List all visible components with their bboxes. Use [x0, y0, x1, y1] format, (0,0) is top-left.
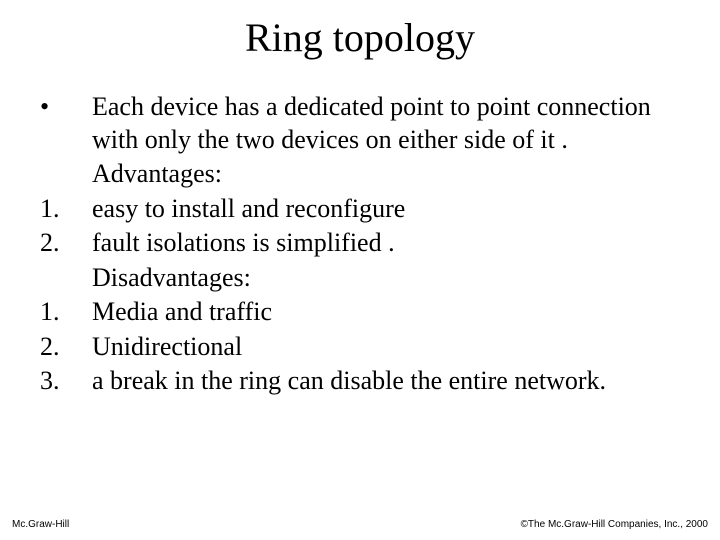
disadvantages-heading: Disadvantages: — [92, 262, 680, 295]
list-item: • Each device has a dedicated point to p… — [40, 91, 680, 156]
bullet-marker: 1. — [40, 193, 92, 226]
bullet-text: Unidirectional — [92, 331, 680, 364]
list-item: 1. easy to install and reconfigure — [40, 193, 680, 226]
bullet-text: Each device has a dedicated point to poi… — [92, 91, 680, 156]
bullet-text: fault isolations is simplified . — [92, 227, 680, 260]
slide: Ring topology • Each device has a dedica… — [0, 0, 720, 540]
list-item: Disadvantages: — [40, 262, 680, 295]
list-item: 3. a break in the ring can disable the e… — [40, 365, 680, 398]
slide-title: Ring topology — [0, 0, 720, 61]
list-item: 2. fault isolations is simplified . — [40, 227, 680, 260]
bullet-marker: 2. — [40, 227, 92, 260]
bullet-marker: 1. — [40, 296, 92, 329]
bullet-marker: 3. — [40, 365, 92, 398]
slide-body: • Each device has a dedicated point to p… — [0, 61, 720, 398]
list-item: 2. Unidirectional — [40, 331, 680, 364]
bullet-marker: 2. — [40, 331, 92, 364]
list-item: Advantages: — [40, 158, 680, 191]
bullet-text: a break in the ring can disable the enti… — [92, 365, 680, 398]
footer-right: ©The Mc.Graw-Hill Companies, Inc., 2000 — [521, 519, 708, 530]
bullet-text: easy to install and reconfigure — [92, 193, 680, 226]
bullet-text: Media and traffic — [92, 296, 680, 329]
footer-left: Mc.Graw-Hill — [12, 519, 69, 530]
list-item: 1. Media and traffic — [40, 296, 680, 329]
bullet-marker: • — [40, 91, 92, 124]
advantages-heading: Advantages: — [92, 158, 680, 191]
